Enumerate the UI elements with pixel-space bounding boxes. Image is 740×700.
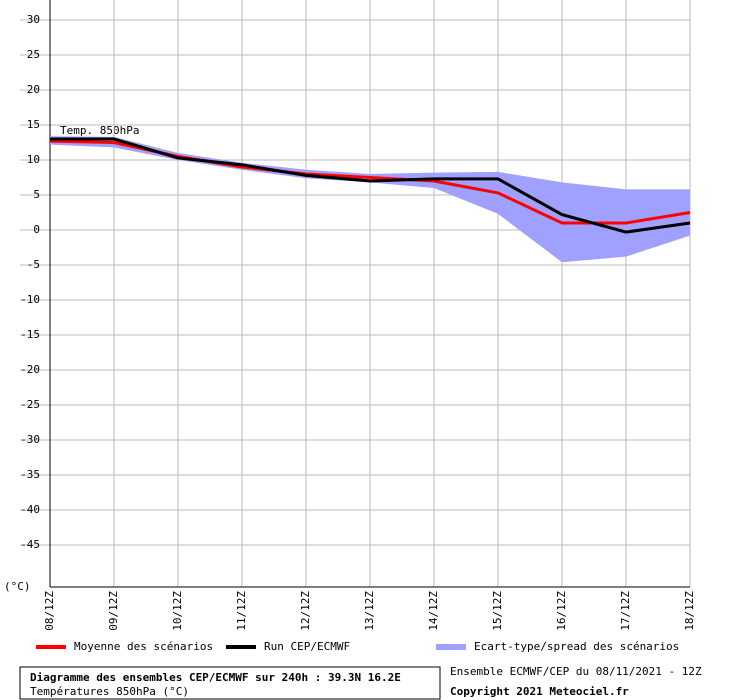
x-tick-label: 17/12Z	[619, 591, 632, 631]
legend-label: Moyenne des scénarios	[74, 640, 213, 653]
x-tick-label: 10/12Z	[171, 591, 184, 631]
title-box	[19, 666, 441, 700]
y-tick-label: 15	[27, 118, 40, 131]
x-tick-label: 09/12Z	[107, 591, 120, 631]
y-tick-label: 0	[33, 223, 40, 236]
run-info: Ensemble ECMWF/CEP du 08/11/2021 - 12Z	[450, 665, 702, 678]
y-tick-label: 25	[27, 48, 40, 61]
y-tick-label: -40	[20, 503, 40, 516]
chart-title: Diagramme des ensembles CEP/ECMWF sur 24…	[30, 671, 401, 684]
series-line	[50, 137, 691, 234]
copyright: Copyright 2021 Meteociel.fr	[450, 685, 629, 698]
x-tick-label: 08/12Z	[43, 591, 56, 631]
chart-subtitle: Températures 850hPa (°C)	[30, 685, 189, 698]
legend-label: Run CEP/ECMWF	[264, 640, 350, 653]
y-tick-label: -45	[20, 538, 40, 551]
x-tick-label: 16/12Z	[555, 591, 568, 631]
x-tick-label: 12/12Z	[299, 591, 312, 631]
y-tick-label: 30	[27, 13, 40, 26]
spread-band	[50, 136, 690, 263]
y-tick-label: -10	[20, 293, 40, 306]
x-tick-label: 11/12Z	[235, 591, 248, 631]
legend-label: Ecart-type/spread des scénarios	[474, 640, 679, 653]
y-tick-label: -20	[20, 363, 40, 376]
y-tick-label: -15	[20, 328, 40, 341]
y-unit-label: (°C)	[4, 580, 31, 593]
y-tick-label: -35	[20, 468, 40, 481]
annotation: Temp. 850hPa	[60, 124, 139, 137]
x-tick-label: 18/12Z	[683, 591, 696, 631]
x-tick-label: 14/12Z	[427, 591, 440, 631]
y-tick-label: -30	[20, 433, 40, 446]
y-tick-label: 5	[33, 188, 40, 201]
y-tick-label: 10	[27, 153, 40, 166]
y-tick-label: -25	[20, 398, 40, 411]
y-tick-label: -5	[27, 258, 40, 271]
y-tick-label: 20	[27, 83, 40, 96]
x-tick-label: 15/12Z	[491, 591, 504, 631]
x-tick-label: 13/12Z	[363, 591, 376, 631]
grid	[20, 0, 691, 587]
